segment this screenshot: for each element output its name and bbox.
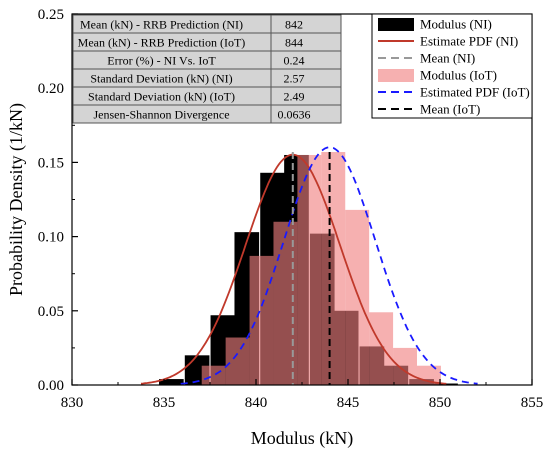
stats-table: Mean (kN) - RRB Prediction (NI) 842 Mean (…: [72, 14, 342, 124]
y-tick-label: 0.20: [38, 81, 64, 97]
x-tick-label: 835: [153, 395, 176, 411]
axes: 830 835 840 845 850 855 0.00 0.05 0.10 0.15 0.20 0.…: [38, 7, 544, 411]
stats-row-label: Mean (kN) - RRB Prediction (IoT): [78, 36, 246, 50]
stats-row-label: Standard Deviation (kN) (IoT): [88, 90, 235, 104]
stats-row-value: 2.49: [284, 90, 305, 104]
x-tick-label: 840: [245, 395, 268, 411]
bar-iot-6: [345, 209, 370, 385]
y-tick-label: 0.10: [38, 230, 64, 246]
legend-swatch: [378, 69, 414, 82]
bar-iot-2: [249, 255, 274, 385]
legend-label: Modulus (IoT): [420, 68, 497, 83]
stats-row-label: Mean (kN) - RRB Prediction (NI): [80, 18, 243, 32]
stats-row-value: 0.0636: [278, 108, 311, 122]
legend-label: Mean (IoT): [420, 102, 480, 117]
bar-iot-1: [225, 337, 250, 385]
x-axis-title: Modulus (kN): [251, 428, 354, 449]
legend-label: Estimated PDF (IoT): [420, 85, 530, 100]
bar-iot-0: [201, 365, 226, 385]
stats-row-value: 2.57: [284, 72, 305, 86]
legend-label: Estimate PDF (NI): [420, 34, 518, 49]
legend-swatch: [378, 18, 414, 31]
x-tick-label: 845: [337, 395, 360, 411]
plot-area: [140, 146, 478, 385]
stats-row-label: Standard Deviation (kN) (NI): [90, 72, 232, 86]
x-tick-label: 855: [521, 395, 544, 411]
bar-ni-0: [159, 379, 184, 385]
stats-row-value: 844: [285, 36, 303, 50]
stats-row-label: Error (%) - NI Vs. IoT: [107, 54, 216, 68]
y-tick-label: 0.15: [38, 155, 64, 171]
bar-iot-5: [321, 152, 346, 385]
stats-row-label: Jensen-Shannon Divergence: [93, 108, 229, 122]
y-tick-label: 0.00: [38, 378, 64, 394]
stats-row-value: 0.24: [284, 54, 305, 68]
legend: Modulus (NI) Estimate PDF (NI) Mean (NI) Mo…: [371, 13, 533, 119]
legend-label: Modulus (NI): [420, 17, 492, 32]
y-tick-label: 0.25: [38, 7, 64, 23]
legend-box: [371, 13, 533, 119]
y-axis-title: Probability Density (1/kN): [6, 103, 27, 296]
x-tick-label: 850: [429, 395, 452, 411]
stats-row-value: 842: [285, 18, 303, 32]
x-tick-label: 830: [61, 395, 84, 411]
y-tick-label: 0.05: [38, 304, 64, 320]
bar-iot-3: [273, 221, 298, 385]
bar-iot-4: [297, 154, 322, 385]
bar-iot-7: [369, 312, 394, 385]
bar-iot-8: [393, 347, 417, 385]
legend-label: Mean (NI): [420, 51, 475, 66]
